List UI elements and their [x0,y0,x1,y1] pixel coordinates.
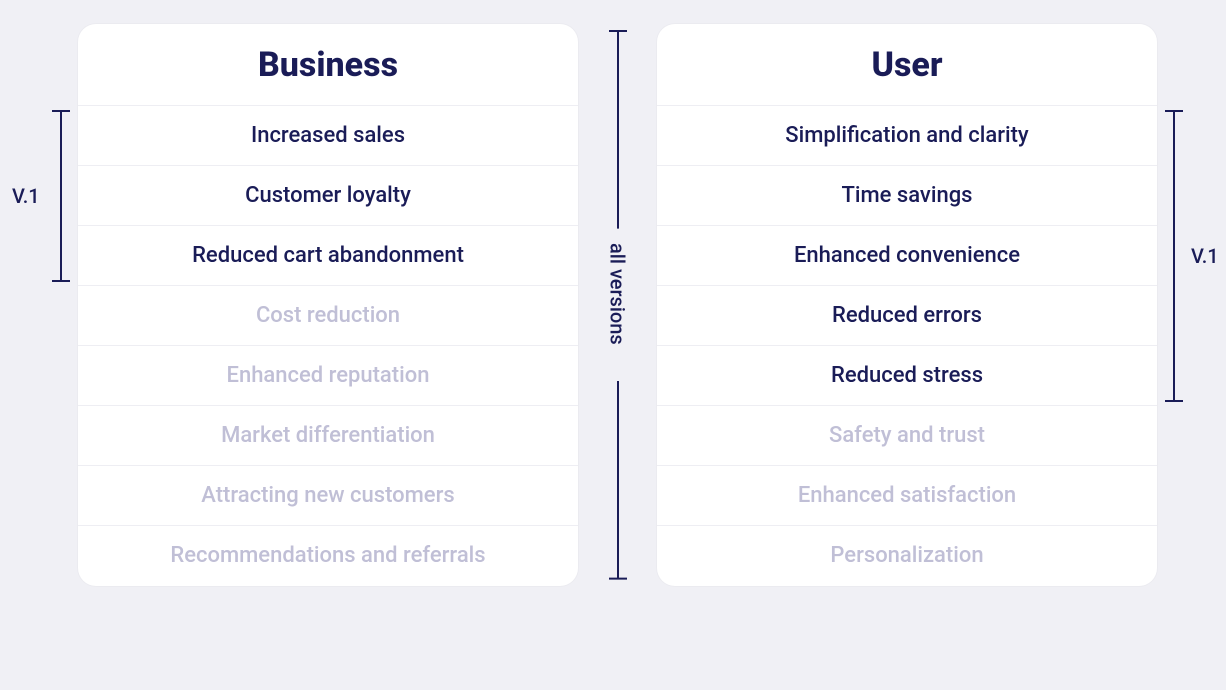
row-label: Reduced errors [832,303,982,328]
user-row: Reduced stress [657,346,1157,406]
row-label: Cost reduction [256,303,400,328]
business-row: Market differentiation [78,406,578,466]
user-row: Simplification and clarity [657,106,1157,166]
user-row: Personalization [657,526,1157,586]
bracket-center-label: all versions [606,243,630,345]
bracket-right-label: V.1 [1191,244,1219,268]
row-label: Increased sales [251,123,405,148]
row-label: Attracting new customers [201,483,454,508]
business-card: Business Increased sales Customer loyalt… [78,24,578,586]
business-card-title: Business [78,24,578,106]
row-label: Reduced cart abandonment [192,243,464,268]
diagram-canvas: Business Increased sales Customer loyalt… [0,0,1226,690]
user-row: Safety and trust [657,406,1157,466]
row-label: Reduced stress [831,363,983,388]
business-row: Enhanced reputation [78,346,578,406]
row-label: Enhanced reputation [227,363,430,388]
row-label: Time savings [841,183,972,208]
business-row: Attracting new customers [78,466,578,526]
row-label: Customer loyalty [245,183,411,208]
row-label: Simplification and clarity [785,123,1028,148]
user-card: User Simplification and clarity Time sav… [657,24,1157,586]
row-label: Enhanced satisfaction [798,483,1016,508]
bracket-left-label: V.1 [12,184,40,208]
row-label: Market differentiation [221,423,435,448]
row-label: Enhanced convenience [794,243,1020,268]
bracket-left [52,110,70,282]
bracket-center-top [609,30,627,229]
bracket-right [1165,110,1183,402]
business-row: Customer loyalty [78,166,578,226]
user-card-title: User [657,24,1157,106]
user-row: Time savings [657,166,1157,226]
business-row: Recommendations and referrals [78,526,578,586]
row-label: Safety and trust [829,423,985,448]
business-row: Increased sales [78,106,578,166]
business-row: Cost reduction [78,286,578,346]
business-row: Reduced cart abandonment [78,226,578,286]
user-row: Reduced errors [657,286,1157,346]
row-label: Personalization [830,543,983,568]
bracket-center-bottom [609,381,627,580]
user-row: Enhanced convenience [657,226,1157,286]
row-label: Recommendations and referrals [170,543,485,568]
user-row: Enhanced satisfaction [657,466,1157,526]
